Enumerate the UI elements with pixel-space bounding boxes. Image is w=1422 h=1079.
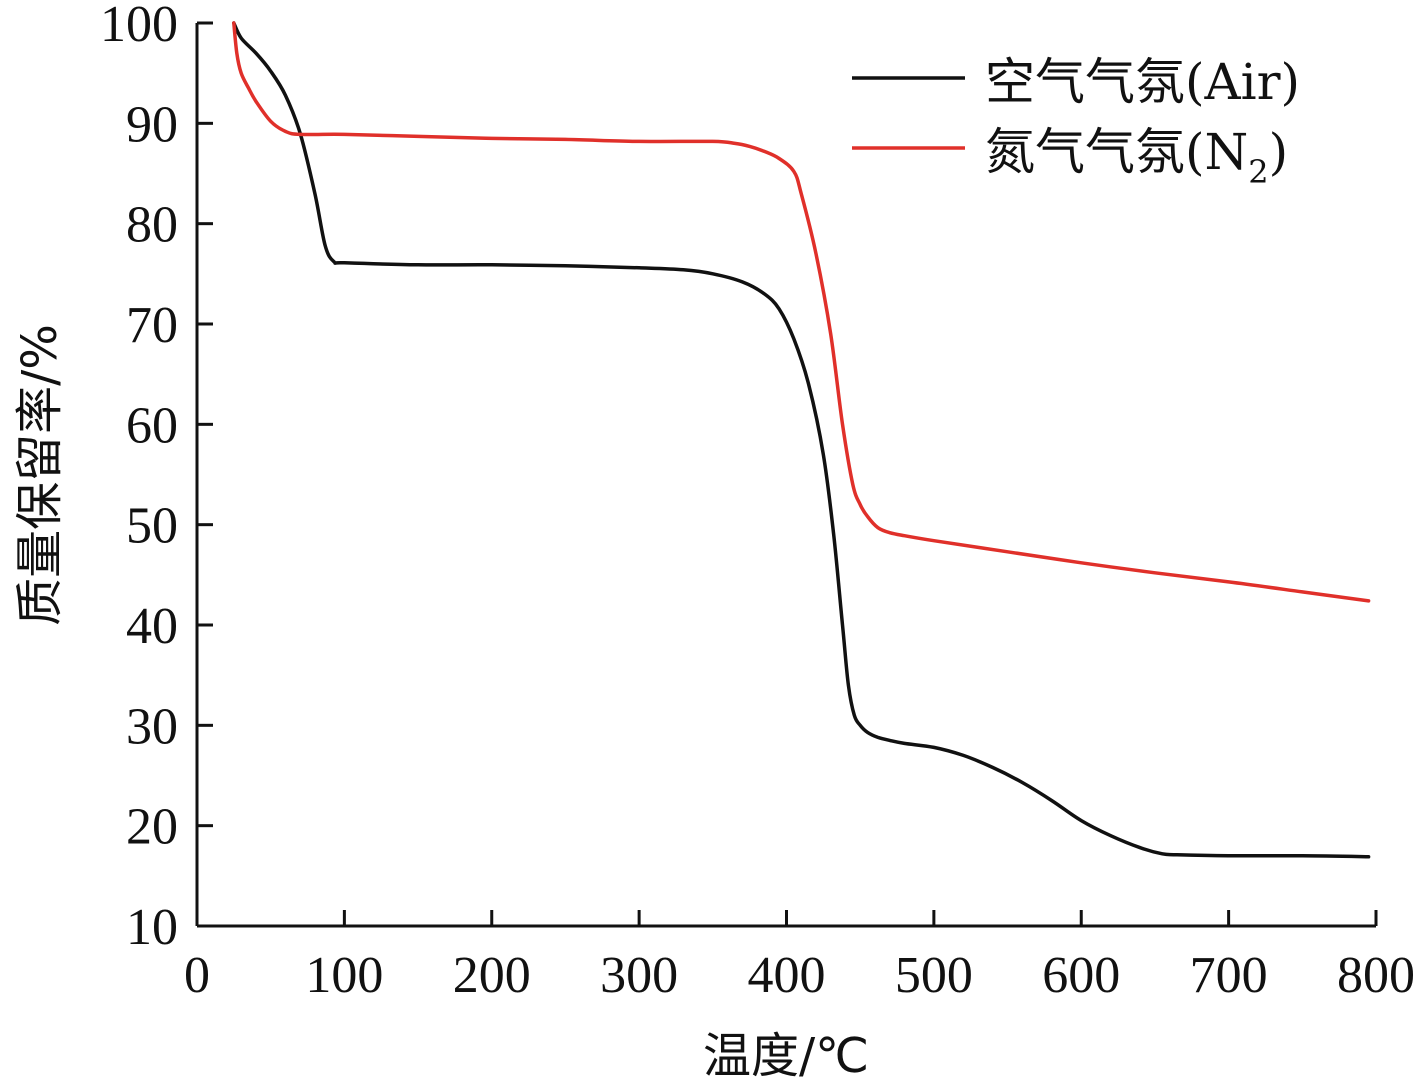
y-axis-title: 质量保留率/% bbox=[12, 324, 68, 626]
y-tick-label: 20 bbox=[126, 799, 178, 856]
ticks: 0 100 200 300 400 500 600 700 800 10 20 30 40 50 60 70 8… bbox=[100, 0, 1415, 1004]
x-tick-label: 500 bbox=[895, 947, 973, 1004]
legend-label-air: 空气气氛(Air) bbox=[985, 53, 1300, 111]
y-tick-label: 90 bbox=[126, 96, 178, 153]
y-tick-label: 30 bbox=[126, 698, 178, 755]
y-tick-label: 70 bbox=[126, 297, 178, 354]
legend: 空气气氛(Air) 氮气气氛(N2) bbox=[852, 53, 1300, 191]
x-tick-label: 100 bbox=[305, 947, 383, 1004]
y-tick-label: 80 bbox=[126, 197, 178, 254]
series-lines bbox=[232, 21, 1371, 859]
series-line-n2 bbox=[232, 21, 1371, 603]
x-tick-label: 400 bbox=[748, 947, 826, 1004]
series-line-air bbox=[232, 21, 1371, 859]
y-tick-label: 40 bbox=[126, 598, 178, 655]
x-tick-label: 700 bbox=[1190, 947, 1268, 1004]
y-tick-label: 100 bbox=[100, 0, 178, 53]
x-tick-label: 300 bbox=[600, 947, 678, 1004]
x-axis-title: 温度/℃ bbox=[703, 1028, 869, 1079]
y-tick-label: 10 bbox=[126, 899, 178, 956]
legend-label-n2: 氮气气氛(N2) bbox=[985, 123, 1288, 191]
x-tick-label: 800 bbox=[1337, 947, 1415, 1004]
y-tick-label: 60 bbox=[126, 397, 178, 454]
y-tick-label: 50 bbox=[126, 498, 178, 555]
x-tick-label: 0 bbox=[184, 947, 210, 1004]
x-tick-label: 600 bbox=[1042, 947, 1120, 1004]
x-tick-label: 200 bbox=[453, 947, 531, 1004]
